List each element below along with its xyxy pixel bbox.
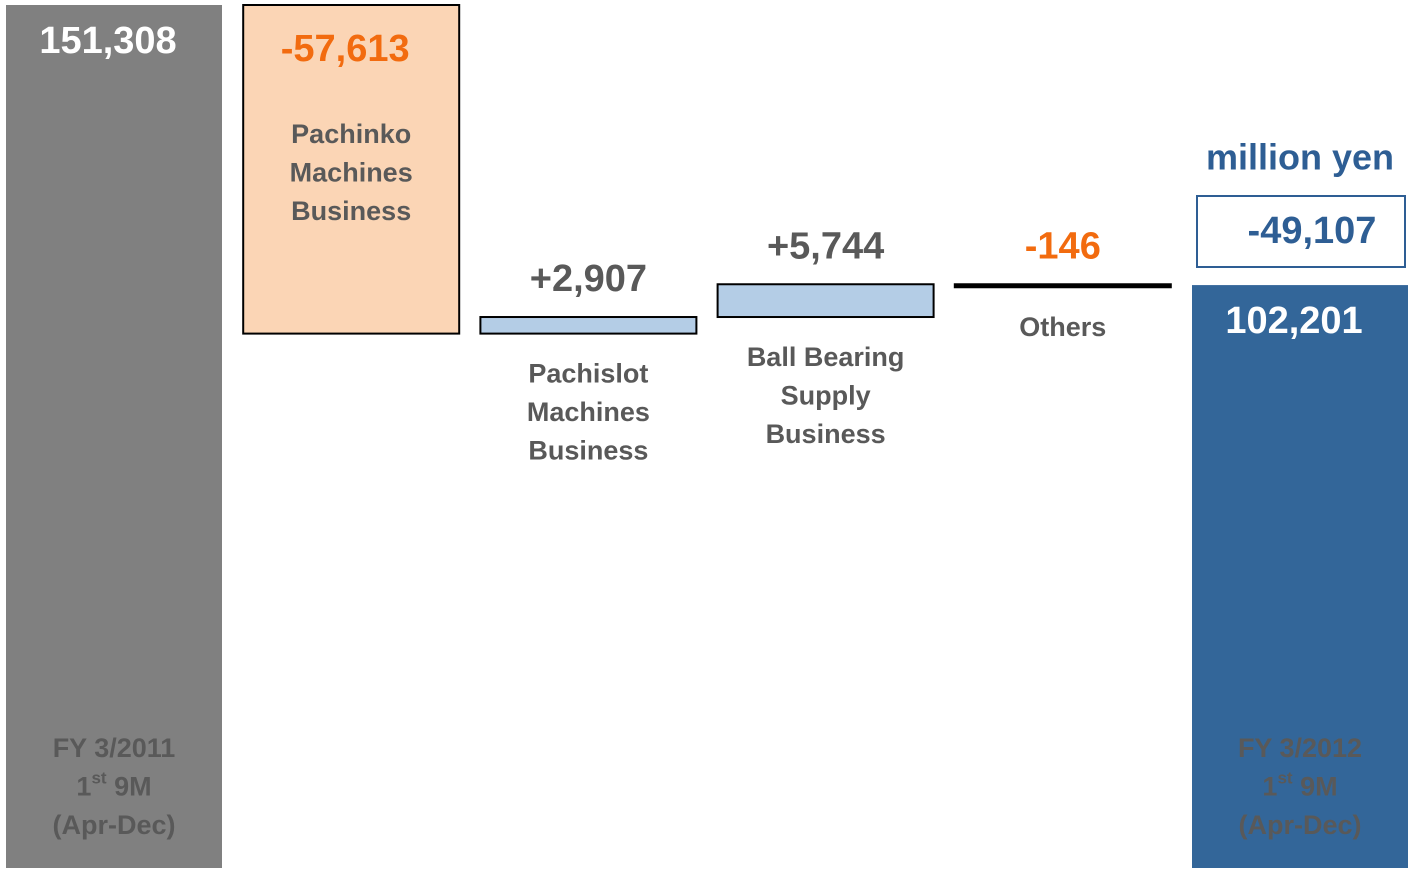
value-label: -146 [1025, 225, 1101, 267]
category-label: Supply [781, 381, 871, 411]
category-label: Others [1019, 312, 1106, 342]
category-label: FY 3/2011 [53, 733, 176, 763]
bar [6, 5, 222, 868]
value-label: +5,744 [767, 225, 884, 267]
unit-label: million yen [1206, 137, 1394, 178]
bar [242, 4, 461, 335]
category-label: Machines [290, 158, 413, 188]
bar [1192, 285, 1408, 869]
category-label: Pachinko [291, 119, 411, 149]
bar [479, 316, 698, 335]
category-label: Business [291, 196, 411, 226]
bar [953, 283, 1172, 289]
category-label: (Apr-Dec) [52, 810, 175, 840]
category-label: Business [766, 419, 886, 449]
bar [716, 283, 935, 319]
category-label: FY 3/2012 [1238, 733, 1362, 763]
category-label: Machines [527, 397, 650, 427]
category-label: Business [528, 436, 648, 466]
category-label: Ball Bearing [747, 342, 905, 372]
category-label: (Apr-Dec) [1238, 810, 1361, 840]
value-label: +2,907 [530, 258, 647, 300]
total-change-box [1196, 195, 1406, 268]
category-label: 1st 9M [1262, 769, 1337, 802]
value-label: 151,308 [39, 20, 176, 62]
category-label: Pachislot [528, 359, 648, 389]
value-label: 102,201 [1225, 300, 1362, 342]
total-change-label: -49,107 [1248, 210, 1377, 252]
category-label: 1st 9M [76, 769, 151, 802]
value-label: -57,613 [281, 28, 410, 70]
